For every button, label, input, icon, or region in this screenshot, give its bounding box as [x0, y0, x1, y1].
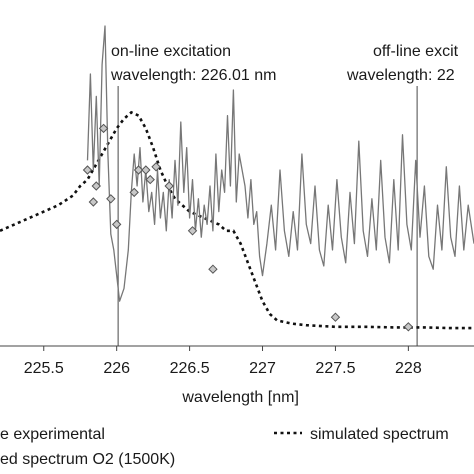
- legend-label-simulated: simulated spectrum: [310, 426, 449, 443]
- annotations: on-line excitation wavelength: 226.01 nm…: [110, 43, 459, 346]
- x-tick-label: 226.5: [170, 360, 210, 377]
- x-tick-label: 226: [103, 360, 130, 377]
- legend-label-experimental: e experimental: [0, 426, 105, 443]
- online-annotation-line1: on-line excitation: [111, 43, 231, 60]
- x-tick-label: 227.5: [315, 360, 355, 377]
- x-ticks: 225.5 226 226.5 227 227.5 228: [24, 346, 422, 377]
- o2-spectrum-point: [141, 165, 151, 175]
- o2-spectrum-point: [82, 165, 93, 175]
- offline-annotation-line1: off-line excit: [373, 43, 459, 60]
- o2-spectrum-point: [91, 181, 101, 191]
- o2-spectrum-point: [106, 194, 116, 204]
- series-layer: [0, 25, 474, 332]
- online-annotation-line2: wavelength: 226.01 nm: [110, 67, 276, 84]
- x-tick-label: 227: [249, 360, 276, 377]
- o2-spectrum-point: [145, 174, 155, 185]
- o2-spectrum-point: [133, 165, 144, 175]
- o2-spectrum-point: [88, 197, 99, 207]
- o2-spectrum-point: [129, 187, 139, 198]
- experimental-spectrum-line: [86, 25, 474, 302]
- o2-spectrum-point: [111, 219, 122, 230]
- simulated-spectrum-line: [0, 110, 474, 330]
- o2-spectrum-point: [187, 226, 198, 236]
- o2-spectrum-point: [208, 264, 218, 274]
- legend: e experimental simulated spectrum ed spe…: [0, 426, 449, 468]
- legend-label-o2-spectrum: ed spectrum O2 (1500K): [0, 451, 175, 468]
- o2-spectrum-point: [330, 312, 341, 322]
- x-tick-label: 225.5: [24, 360, 64, 377]
- o2-spectrum-point: [164, 181, 174, 191]
- o2-spectrum-point: [151, 162, 161, 172]
- x-tick-label: 228: [395, 360, 422, 377]
- offline-annotation-line2: wavelength: 22: [346, 67, 455, 84]
- x-axis-label: wavelength [nm]: [181, 389, 299, 406]
- o2-spectrum-point: [403, 322, 414, 332]
- o2-spectrum-point: [98, 123, 109, 134]
